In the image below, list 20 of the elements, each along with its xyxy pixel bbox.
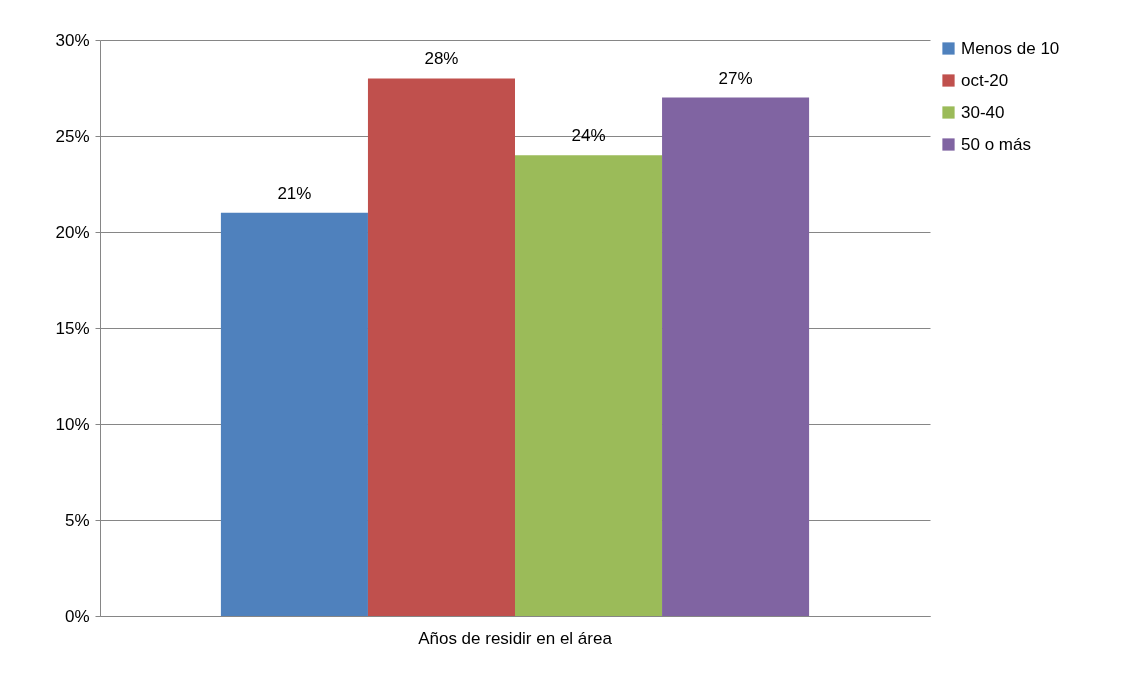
data-label: 27% bbox=[718, 68, 753, 88]
y-tick-label: 5% bbox=[64, 510, 90, 530]
bar bbox=[367, 78, 515, 616]
legend-label: 30-40 bbox=[961, 102, 1005, 122]
y-tick-label: 20% bbox=[55, 222, 90, 242]
legend-label: 50 o más bbox=[961, 134, 1031, 154]
y-tick-label: 15% bbox=[55, 318, 90, 338]
legend-label: Menos de 10 bbox=[961, 38, 1060, 58]
bar bbox=[515, 155, 663, 616]
bar bbox=[662, 97, 810, 616]
y-tick-label: 30% bbox=[55, 30, 90, 50]
data-label: 28% bbox=[424, 49, 459, 69]
data-label: 24% bbox=[571, 126, 606, 146]
data-label: 21% bbox=[277, 183, 312, 203]
y-tick-label: 0% bbox=[64, 606, 90, 626]
bar bbox=[220, 212, 368, 616]
y-tick-label: 10% bbox=[55, 414, 90, 434]
y-tick-label: 25% bbox=[55, 126, 90, 146]
legend-label: oct-20 bbox=[961, 70, 1009, 90]
x-tick-label: Años de residir en el área bbox=[418, 628, 613, 648]
